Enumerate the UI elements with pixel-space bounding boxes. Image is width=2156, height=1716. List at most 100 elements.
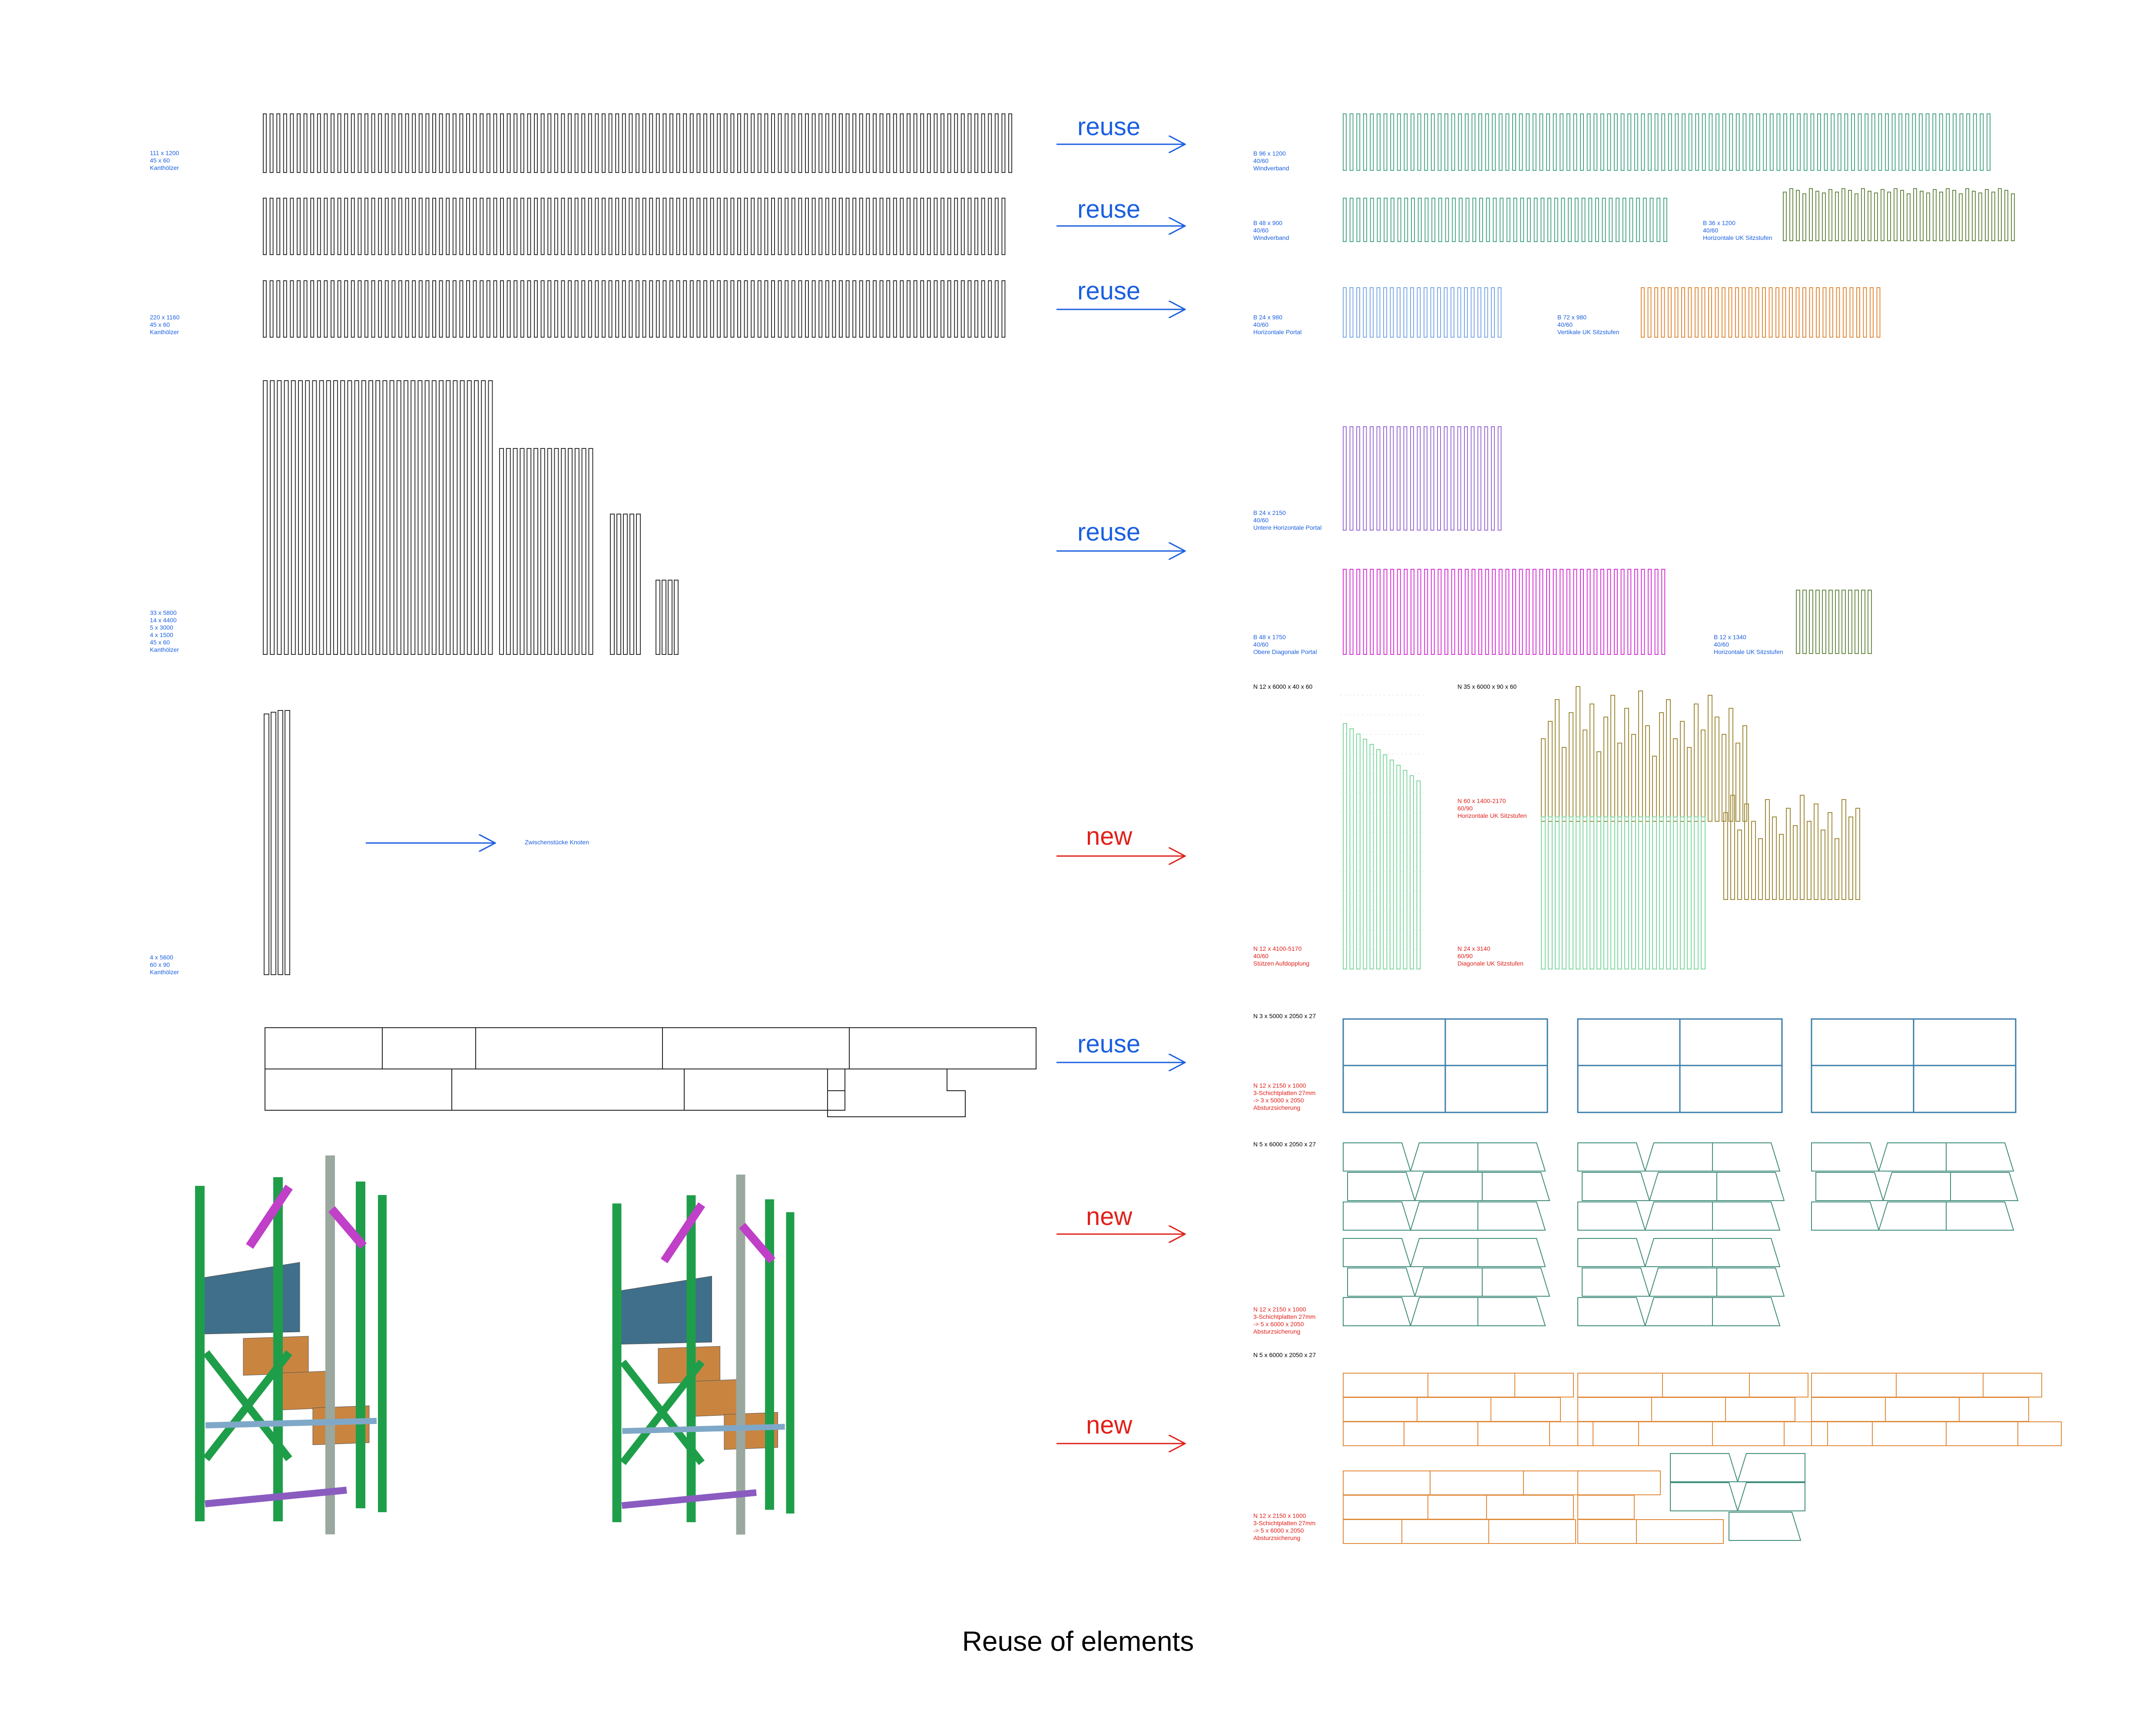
bar: [764, 113, 768, 173]
bar: [326, 380, 331, 655]
result-horizontale-portal-24: [1343, 287, 1502, 338]
bar: [1758, 838, 1763, 900]
bar: [1573, 569, 1577, 655]
bar: [364, 280, 368, 338]
bar: [771, 113, 775, 173]
panel-brick: [1636, 1519, 1724, 1544]
bar: [907, 280, 911, 338]
bar: [674, 580, 679, 655]
bar: [520, 448, 525, 655]
bar: [452, 198, 457, 255]
bar: [547, 113, 552, 173]
bar: [554, 113, 558, 173]
bar: [303, 198, 308, 255]
bar: [1390, 426, 1394, 531]
bar: [1437, 569, 1442, 655]
panel-trapezoid: [1577, 1142, 1646, 1172]
bar: [337, 198, 341, 255]
bar: [574, 198, 579, 255]
bar: [1624, 817, 1629, 969]
bar: [941, 198, 944, 255]
stock-row-4c: [610, 514, 641, 655]
bar: [1666, 817, 1671, 969]
bar: [1871, 113, 1875, 171]
reuse-label-2: reuse: [1077, 195, 1141, 223]
bar: [1505, 113, 1510, 171]
bar: [1532, 113, 1537, 171]
bar: [1602, 198, 1606, 242]
bar: [1796, 190, 1800, 241]
panel-brick: [1885, 1397, 1960, 1422]
bar: [900, 113, 904, 173]
bar: [656, 198, 660, 255]
bar: [1737, 830, 1742, 900]
bar: [432, 113, 436, 173]
bar: [1848, 590, 1852, 654]
bar: [405, 198, 409, 255]
panel-trapezoid: [1716, 1172, 1785, 1201]
bar: [1659, 712, 1664, 822]
bar: [974, 198, 978, 255]
bar: [285, 710, 290, 975]
bar: [540, 280, 545, 338]
bar: [1795, 287, 1800, 338]
bar: [629, 280, 633, 338]
bar: [499, 448, 504, 655]
bar: [1638, 817, 1643, 969]
bar: [1491, 287, 1495, 338]
bar: [333, 380, 338, 655]
bar: [757, 198, 762, 255]
bar: [1656, 198, 1661, 242]
bar: [1620, 569, 1625, 655]
bar: [1390, 287, 1394, 338]
bar: [1533, 198, 1538, 242]
bar: [1822, 287, 1827, 338]
bar: [1666, 699, 1671, 822]
bar: [798, 280, 802, 338]
bar: [1816, 287, 1820, 338]
bar: [967, 113, 972, 173]
bar: [1397, 569, 1401, 655]
bar: [486, 198, 490, 255]
bar: [405, 113, 409, 173]
bar: [1417, 198, 1422, 242]
bar: [1661, 113, 1666, 171]
panel-trapezoid: [1477, 1297, 1546, 1326]
bar: [1744, 803, 1749, 900]
stock-panel: [475, 1027, 663, 1069]
bar: [1769, 287, 1773, 338]
bar: [1356, 287, 1360, 338]
bar: [859, 198, 863, 255]
result-label-6: B 24 x 2150 40/60 Untere Horizontale Por…: [1253, 509, 1322, 531]
bar: [398, 198, 402, 255]
bar: [1370, 198, 1374, 242]
bar: [1702, 113, 1706, 171]
bar: [312, 380, 317, 655]
bar: [1782, 287, 1786, 338]
bar: [1959, 193, 1963, 241]
bar: [616, 514, 621, 655]
bar: [1471, 569, 1476, 655]
stock-panels: [265, 1027, 1037, 1117]
bar: [1631, 734, 1636, 822]
bar: [1800, 795, 1805, 900]
bar: [1438, 198, 1442, 242]
beam-3d: [622, 1424, 785, 1434]
bar: [1397, 287, 1401, 338]
bar: [1424, 287, 1427, 338]
bar: [1900, 190, 1904, 241]
bar: [832, 198, 836, 255]
bar: [689, 113, 694, 173]
panel-brick: [1477, 1421, 1550, 1446]
bar: [1878, 113, 1882, 171]
bar: [1411, 198, 1415, 242]
bar: [1465, 198, 1470, 242]
bar: [703, 113, 707, 173]
bar: [527, 448, 532, 655]
bar: [615, 198, 619, 255]
bar: [988, 113, 992, 173]
bar: [303, 280, 308, 338]
bar: [1874, 193, 1878, 241]
bar: [1701, 817, 1706, 969]
bar: [278, 710, 283, 975]
